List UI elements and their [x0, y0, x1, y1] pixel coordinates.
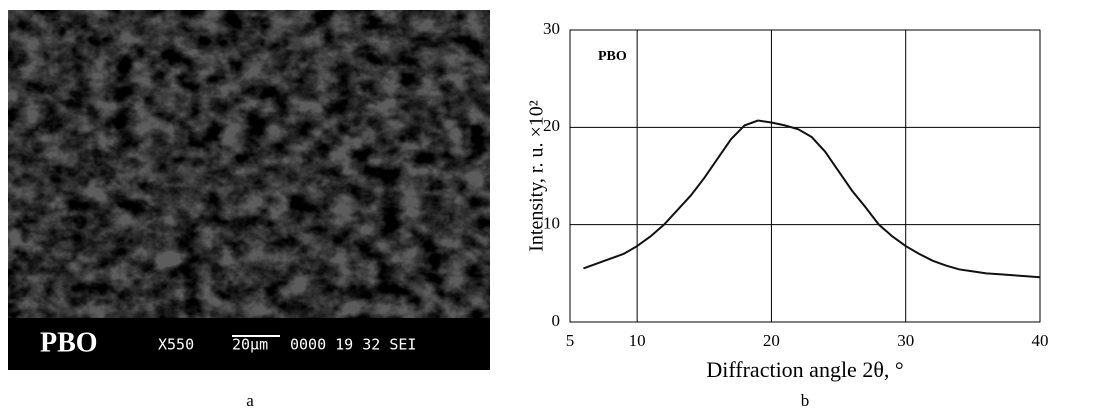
- micrograph-texture: [8, 10, 490, 318]
- info: 0000 19 32 SEI: [290, 336, 416, 354]
- data-line: [583, 119, 1041, 279]
- caption: a: [246, 391, 254, 410]
- y-tick-label: 0: [552, 311, 561, 330]
- micrograph: PBO X550 20µm 0000 19 32 SEI a: [8, 10, 490, 410]
- plot-frame: [569, 29, 1041, 323]
- caption: b: [801, 391, 810, 410]
- scale: 20µm: [232, 336, 268, 354]
- x-tick-label: 20: [763, 331, 780, 350]
- sample-label: PBO: [40, 327, 98, 358]
- y-axis-label: Intensity, r. u. ×10²: [526, 100, 548, 252]
- x-axis-label: Diffraction angle 2θ, °: [706, 357, 903, 382]
- y-tick-label: 20: [543, 116, 560, 135]
- x-tick-label: 40: [1032, 331, 1049, 350]
- y-tick-label: 10: [543, 214, 560, 233]
- x-tick-label: 10: [629, 331, 646, 350]
- x-tick-label: 5: [566, 331, 575, 350]
- info-bar: [8, 318, 490, 370]
- annotation: PBO: [598, 49, 627, 64]
- x-tick-label: 30: [897, 331, 914, 350]
- magnification: X550: [158, 336, 194, 354]
- y-tick-label: 30: [543, 19, 560, 38]
